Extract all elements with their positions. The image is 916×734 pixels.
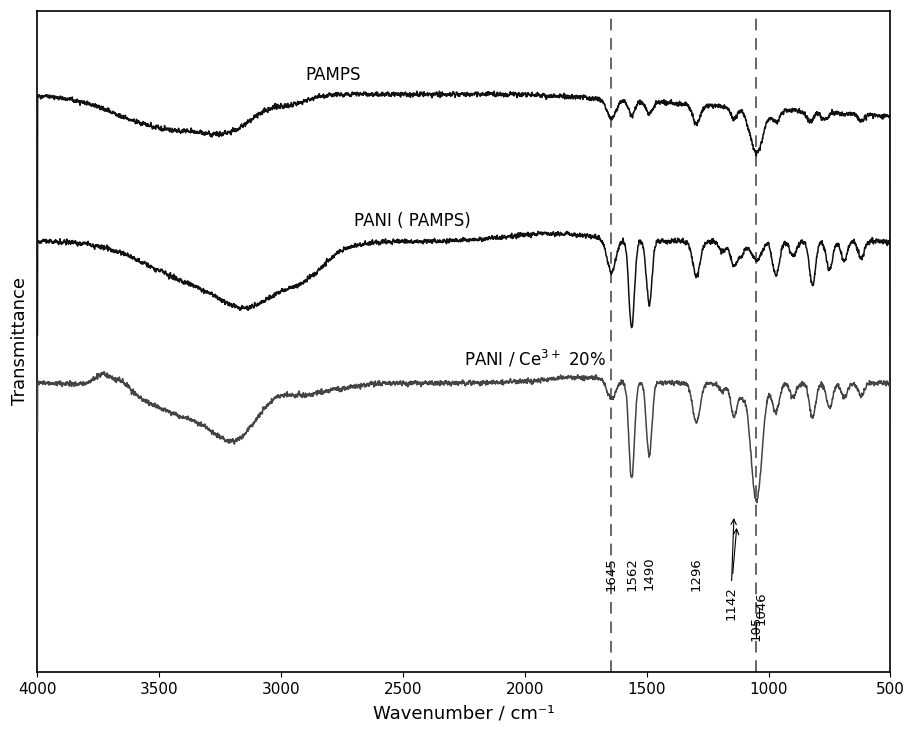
Text: 105: 105	[749, 616, 762, 641]
Text: 1562: 1562	[625, 557, 638, 591]
Text: PANI ( PAMPS): PANI ( PAMPS)	[354, 212, 471, 230]
Text: 1490: 1490	[643, 557, 656, 590]
X-axis label: Wavenumber / cm⁻¹: Wavenumber / cm⁻¹	[373, 705, 555, 723]
Text: 1296: 1296	[690, 557, 703, 591]
Text: PANI / Ce$^{3+}$ 20%: PANI / Ce$^{3+}$ 20%	[463, 349, 606, 370]
Text: 1142: 1142	[725, 519, 737, 620]
Y-axis label: Transmittance: Transmittance	[11, 277, 29, 405]
Text: 1046: 1046	[754, 591, 768, 625]
Text: 1645: 1645	[605, 557, 618, 591]
Text: PAMPS: PAMPS	[306, 65, 361, 84]
